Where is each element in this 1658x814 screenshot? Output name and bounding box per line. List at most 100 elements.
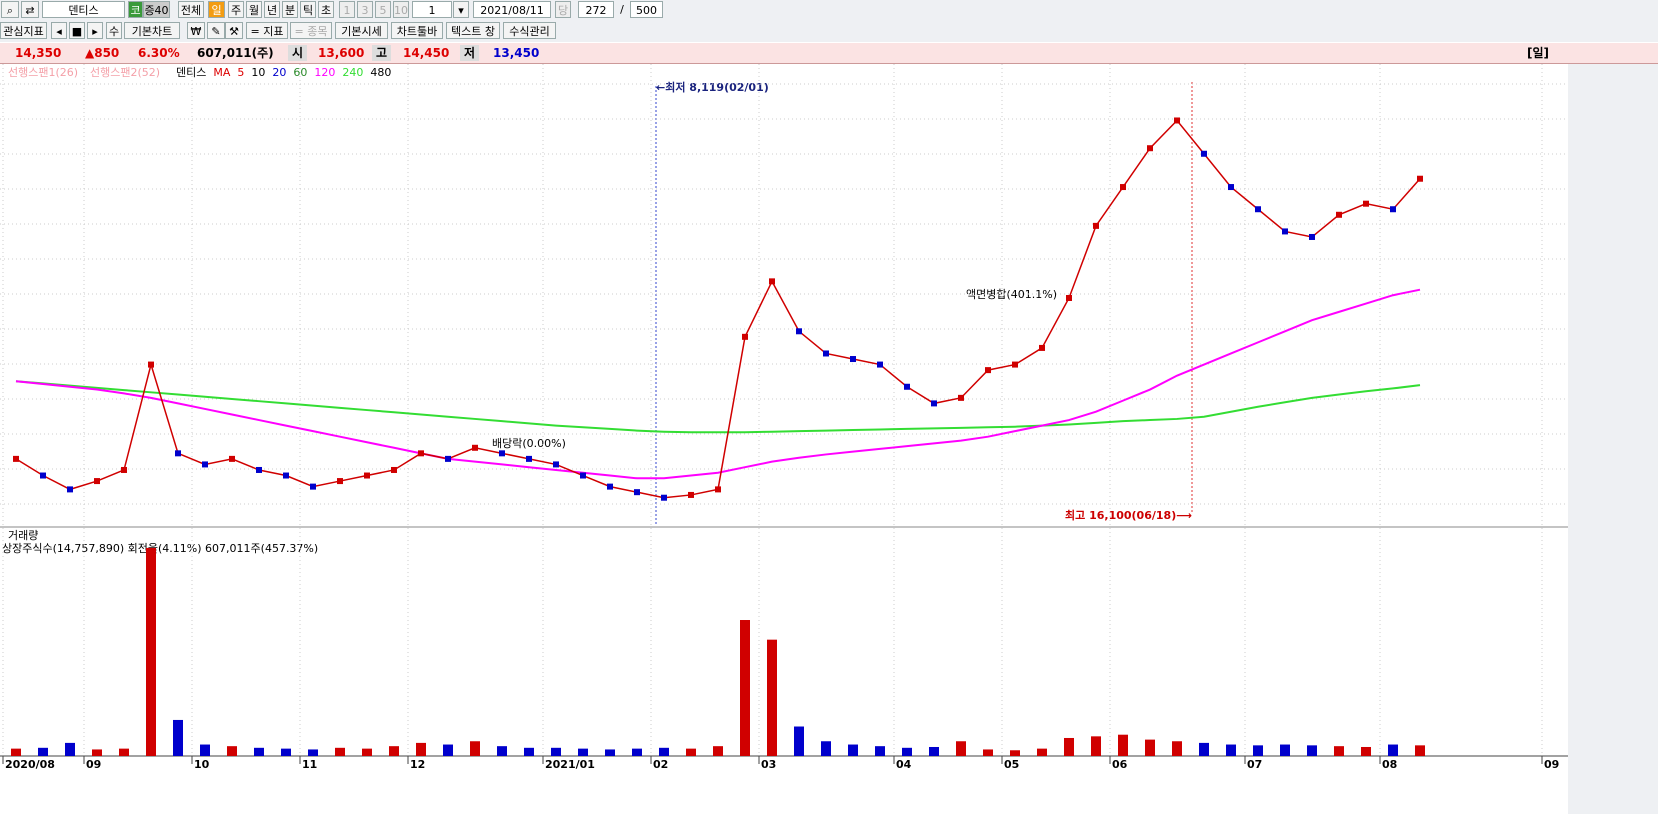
x-tick-label: 11 bbox=[302, 758, 317, 771]
refresh-button[interactable]: ⇄ bbox=[21, 1, 39, 18]
toolbar-button[interactable]: 틱 bbox=[300, 1, 316, 18]
toolbar-button[interactable]: 1 bbox=[412, 1, 452, 18]
toolbar-button[interactable]: 수 bbox=[106, 22, 122, 39]
price-point bbox=[1147, 145, 1153, 152]
legend-entry: 240 bbox=[342, 66, 363, 79]
toolbar-button[interactable]: 272 bbox=[578, 1, 614, 18]
volume-bar bbox=[254, 747, 264, 756]
price-point bbox=[580, 472, 586, 479]
toolbar-button[interactable]: / bbox=[620, 3, 624, 16]
annotation-split: 액면병합(401.1%) bbox=[966, 288, 1057, 301]
price-point bbox=[931, 400, 937, 407]
volume-bar bbox=[416, 742, 426, 756]
search-button[interactable]: ⌕ bbox=[1, 1, 19, 18]
price-point bbox=[904, 383, 910, 390]
price-point bbox=[1309, 233, 1315, 240]
toolbar-button[interactable]: 500 bbox=[630, 1, 663, 18]
toolbar-button[interactable]: 증40 bbox=[143, 1, 170, 18]
toolbar-button[interactable]: 코 bbox=[128, 1, 143, 18]
quote-low-label: 저 bbox=[460, 45, 480, 61]
x-tick-label: 10 bbox=[194, 758, 210, 771]
price-point bbox=[985, 367, 991, 374]
x-tick-label: 05 bbox=[1004, 758, 1019, 771]
toolbar-button[interactable]: 분 bbox=[282, 1, 298, 18]
annotation-dividend: 배당락(0.00%) bbox=[492, 437, 566, 450]
price-point bbox=[769, 278, 775, 285]
price-point bbox=[499, 450, 505, 457]
toolbar-button[interactable]: 텍스트 창 bbox=[446, 22, 500, 39]
volume-bar bbox=[1037, 748, 1047, 756]
price-point bbox=[175, 450, 181, 457]
toolbar-button[interactable]: 5 bbox=[375, 1, 391, 18]
tool-button[interactable]: ✎ bbox=[207, 22, 225, 39]
volume-bar bbox=[632, 748, 642, 756]
price-point bbox=[1228, 184, 1234, 191]
price-point bbox=[13, 455, 19, 462]
price-point bbox=[850, 356, 856, 363]
price-point bbox=[1012, 361, 1018, 368]
quote-low: 13,450 bbox=[493, 46, 540, 60]
toolbar-button[interactable]: 초 bbox=[318, 1, 334, 18]
toolbar-button[interactable]: 년 bbox=[264, 1, 280, 18]
toolbar-button[interactable]: 차트툴바 bbox=[391, 22, 443, 39]
volume-bar bbox=[389, 746, 399, 756]
tool-button[interactable]: ⚒ bbox=[225, 22, 243, 39]
quote-change: ▲850 bbox=[85, 46, 120, 60]
legend-entry: 120 bbox=[314, 66, 335, 79]
volume-bar bbox=[335, 747, 345, 756]
toolbar-button[interactable]: 덴티스 bbox=[42, 1, 125, 18]
quote-price: 14,350 bbox=[15, 46, 62, 60]
toolbar-button[interactable]: 주 bbox=[228, 1, 244, 18]
x-tick-label: 07 bbox=[1247, 758, 1262, 771]
volume-bar bbox=[362, 748, 372, 756]
toolbar-button[interactable]: ₩ bbox=[187, 22, 205, 39]
next-button[interactable]: ▸ bbox=[87, 22, 103, 39]
price-point bbox=[283, 472, 289, 479]
volume-bar bbox=[11, 748, 21, 756]
price-point bbox=[877, 361, 883, 368]
dropdown-arrow[interactable]: ▾ bbox=[453, 1, 469, 18]
quote-open-label: 시 bbox=[288, 45, 308, 61]
x-tick-label: 2020/08 bbox=[5, 758, 55, 771]
toolbar-button[interactable]: 관심지표 bbox=[0, 22, 47, 39]
toolbar-button[interactable]: 당 bbox=[555, 1, 571, 18]
volume-info: 상장주식수(14,757,890) 회전율(4.11%) 607,011주(45… bbox=[2, 542, 318, 555]
volume-bar bbox=[902, 747, 912, 756]
toolbar-button[interactable]: 수식관리 bbox=[503, 22, 556, 39]
toolbar-button[interactable]: = 종목 bbox=[290, 22, 332, 39]
price-point bbox=[715, 486, 721, 493]
annotation-low: ←최저 8,119(02/01) bbox=[656, 80, 769, 94]
price-point bbox=[121, 466, 127, 473]
price-point bbox=[634, 489, 640, 496]
toolbar-button[interactable]: 월 bbox=[246, 1, 262, 18]
toolbar-button[interactable]: 10 bbox=[393, 1, 409, 18]
annotation-high: 최고 16,100(06/18)⟶ bbox=[1065, 508, 1192, 522]
toolbar-button[interactable]: 3 bbox=[357, 1, 373, 18]
toolbar-button[interactable]: 기본시세 bbox=[335, 22, 388, 39]
toolbar-button[interactable]: 2021/08/11 bbox=[473, 1, 551, 18]
price-point bbox=[256, 466, 262, 473]
toolbar-button[interactable]: 1 bbox=[339, 1, 355, 18]
price-point bbox=[445, 455, 451, 462]
x-tick-label: 2021/01 bbox=[545, 758, 595, 771]
toolbar-button[interactable]: 일 bbox=[208, 1, 225, 18]
prev-button[interactable]: ◂ bbox=[51, 22, 67, 39]
legend-entry: 20 bbox=[272, 66, 286, 79]
stop-button[interactable]: ■ bbox=[69, 22, 85, 39]
volume-bar bbox=[713, 746, 723, 756]
volume-bar bbox=[38, 747, 48, 756]
quote-open: 13,600 bbox=[318, 46, 365, 60]
toolbar-button[interactable]: 전체 bbox=[178, 1, 204, 18]
price-point bbox=[823, 350, 829, 357]
legend-entry: MA bbox=[213, 66, 230, 79]
price-point bbox=[67, 486, 73, 493]
quote-volume: 607,011(주) bbox=[197, 46, 274, 60]
price-point bbox=[742, 333, 748, 340]
price-point bbox=[1282, 228, 1288, 235]
volume-bar bbox=[659, 747, 669, 756]
volume-bar bbox=[1091, 736, 1101, 756]
volume-bar bbox=[524, 747, 534, 756]
toolbar-button[interactable]: 기본차트 bbox=[124, 22, 180, 39]
toolbar-button[interactable]: = 지표 bbox=[246, 22, 288, 39]
